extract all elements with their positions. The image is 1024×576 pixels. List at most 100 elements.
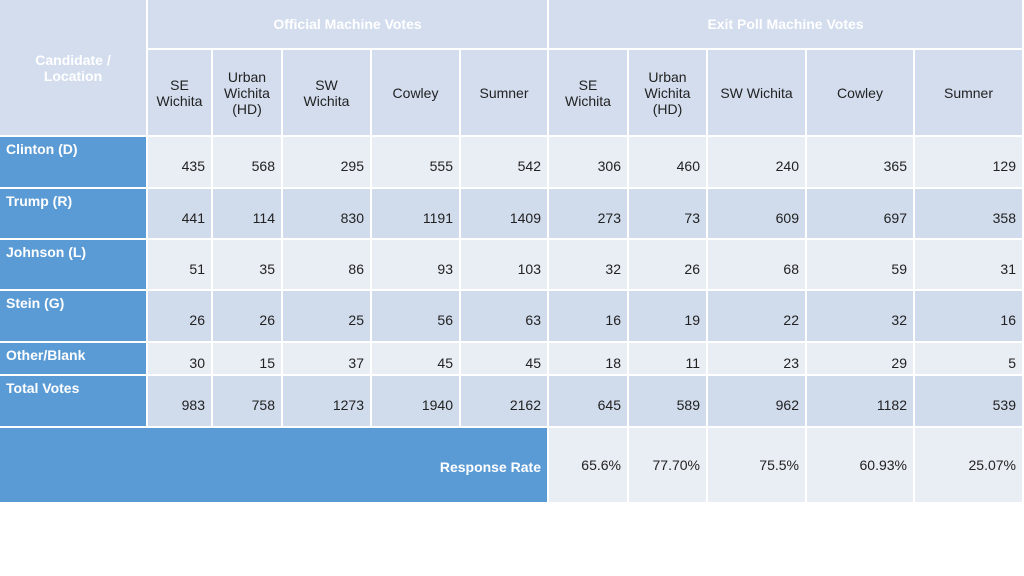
- column-header: Sumner: [461, 50, 549, 137]
- vote-cell: 59: [807, 240, 915, 291]
- column-header: Cowley: [807, 50, 915, 137]
- vote-cell-text: 1273: [332, 397, 364, 413]
- vote-cell-text: 56: [437, 312, 453, 328]
- response-label: Response Rate: [0, 428, 549, 504]
- vote-cell-text: 365: [883, 158, 907, 174]
- vote-cell-text: 129: [992, 158, 1016, 174]
- vote-cell-text: 11: [685, 354, 700, 371]
- column-header: Cowley: [372, 50, 461, 137]
- vote-cell-text: 609: [775, 209, 799, 226]
- vote-cell: 365: [807, 137, 915, 189]
- vote-cell: 295: [283, 137, 372, 189]
- row-label: Clinton (D): [0, 137, 148, 189]
- vote-cell-text: 1182: [876, 397, 907, 413]
- vote-cell: 37: [283, 343, 372, 376]
- vote-cell: 1191: [372, 189, 461, 240]
- vote-cell-text: 555: [429, 158, 453, 174]
- vote-cell: 129: [915, 137, 1024, 189]
- vote-cell-text: 26: [259, 312, 275, 328]
- corner-header: Candidate / Location: [0, 0, 148, 137]
- vote-cell: 240: [708, 137, 807, 189]
- column-header-text: SE Wichita: [156, 76, 203, 109]
- vote-cell: 2162: [461, 376, 549, 428]
- vote-cell-text: 358: [992, 209, 1016, 226]
- column-header: Urban Wichita (HD): [629, 50, 708, 137]
- vote-cell: 1409: [461, 189, 549, 240]
- vote-cell: 22: [708, 291, 807, 343]
- vote-cell-text: 16: [605, 312, 621, 328]
- vote-cell: 5: [915, 343, 1024, 376]
- column-header: SW Wichita: [708, 50, 807, 137]
- column-header-text: Sumner: [943, 84, 994, 101]
- vote-cell-text: 35: [259, 260, 275, 277]
- column-header: Sumner: [915, 50, 1024, 137]
- vote-cell-text: 1191: [422, 209, 453, 226]
- vote-cell-text: 16: [1000, 312, 1016, 328]
- vote-cell: 86: [283, 240, 372, 291]
- vote-cell-text: 15: [259, 354, 275, 371]
- group-header: Exit Poll Machine Votes: [549, 0, 1024, 50]
- vote-cell: 51: [148, 240, 213, 291]
- row-label-text: Stein (G): [6, 295, 65, 311]
- vote-cell-text: 5: [1008, 354, 1016, 371]
- group-header-text: Exit Poll Machine Votes: [707, 16, 864, 32]
- row-label-text: Other/Blank: [6, 347, 86, 363]
- vote-cell: 306: [549, 137, 629, 189]
- vote-cell: 19: [629, 291, 708, 343]
- vote-cell-text: 441: [181, 209, 205, 226]
- vote-cell: 1940: [372, 376, 461, 428]
- vote-cell: 35: [213, 240, 283, 291]
- vote-cell: 441: [148, 189, 213, 240]
- vote-cell: 609: [708, 189, 807, 240]
- vote-cell: 32: [807, 291, 915, 343]
- vote-cell-text: 59: [891, 260, 907, 277]
- vote-cell-text: 29: [891, 354, 907, 371]
- column-header-text: Cowley: [837, 84, 883, 101]
- vote-cell: 26: [148, 291, 213, 343]
- vote-cell: 645: [549, 376, 629, 428]
- vote-cell-text: 18: [605, 354, 621, 371]
- row-label-text: Clinton (D): [6, 141, 78, 157]
- response-cell: 65.6%: [549, 428, 629, 504]
- column-header-text: Sumner: [479, 84, 529, 101]
- vote-cell-text: 19: [684, 312, 700, 328]
- vote-cell-text: 63: [525, 312, 541, 328]
- vote-cell-text: 51: [189, 260, 205, 277]
- column-header-text: Cowley: [392, 84, 439, 101]
- vote-cell-text: 830: [340, 209, 364, 226]
- vote-cell-text: 568: [251, 158, 275, 174]
- vote-cell-text: 1409: [509, 209, 541, 226]
- row-label: Stein (G): [0, 291, 148, 343]
- vote-cell: 16: [549, 291, 629, 343]
- vote-cell-text: 31: [1000, 260, 1016, 277]
- vote-cell: 539: [915, 376, 1024, 428]
- vote-cell: 16: [915, 291, 1024, 343]
- vote-cell-text: 2162: [509, 397, 541, 413]
- vote-cell: 26: [213, 291, 283, 343]
- vote-cell: 830: [283, 189, 372, 240]
- vote-cell: 45: [461, 343, 549, 376]
- vote-cell: 31: [915, 240, 1024, 291]
- vote-cell: 114: [213, 189, 283, 240]
- vote-cell: 962: [708, 376, 807, 428]
- vote-cell: 30: [148, 343, 213, 376]
- response-cell: 60.93%: [807, 428, 915, 504]
- vote-cell-text: 962: [775, 397, 799, 413]
- vote-cell: 93: [372, 240, 461, 291]
- vote-cell-text: 26: [684, 260, 700, 277]
- vote-cell-text: 86: [348, 260, 364, 277]
- vote-cell: 568: [213, 137, 283, 189]
- response-cell-text: 60.93%: [859, 457, 907, 473]
- response-cell: 77.70%: [629, 428, 708, 504]
- vote-cell-text: 306: [597, 158, 621, 174]
- column-header: SW Wichita: [283, 50, 372, 137]
- vote-cell: 555: [372, 137, 461, 189]
- vote-cell-text: 32: [605, 260, 621, 277]
- vote-cell: 435: [148, 137, 213, 189]
- response-cell-text: 75.5%: [759, 457, 799, 473]
- vote-cell: 11: [629, 343, 708, 376]
- row-label: Johnson (L): [0, 240, 148, 291]
- vote-cell-text: 30: [189, 354, 205, 371]
- vote-cell: 1182: [807, 376, 915, 428]
- vote-cell: 29: [807, 343, 915, 376]
